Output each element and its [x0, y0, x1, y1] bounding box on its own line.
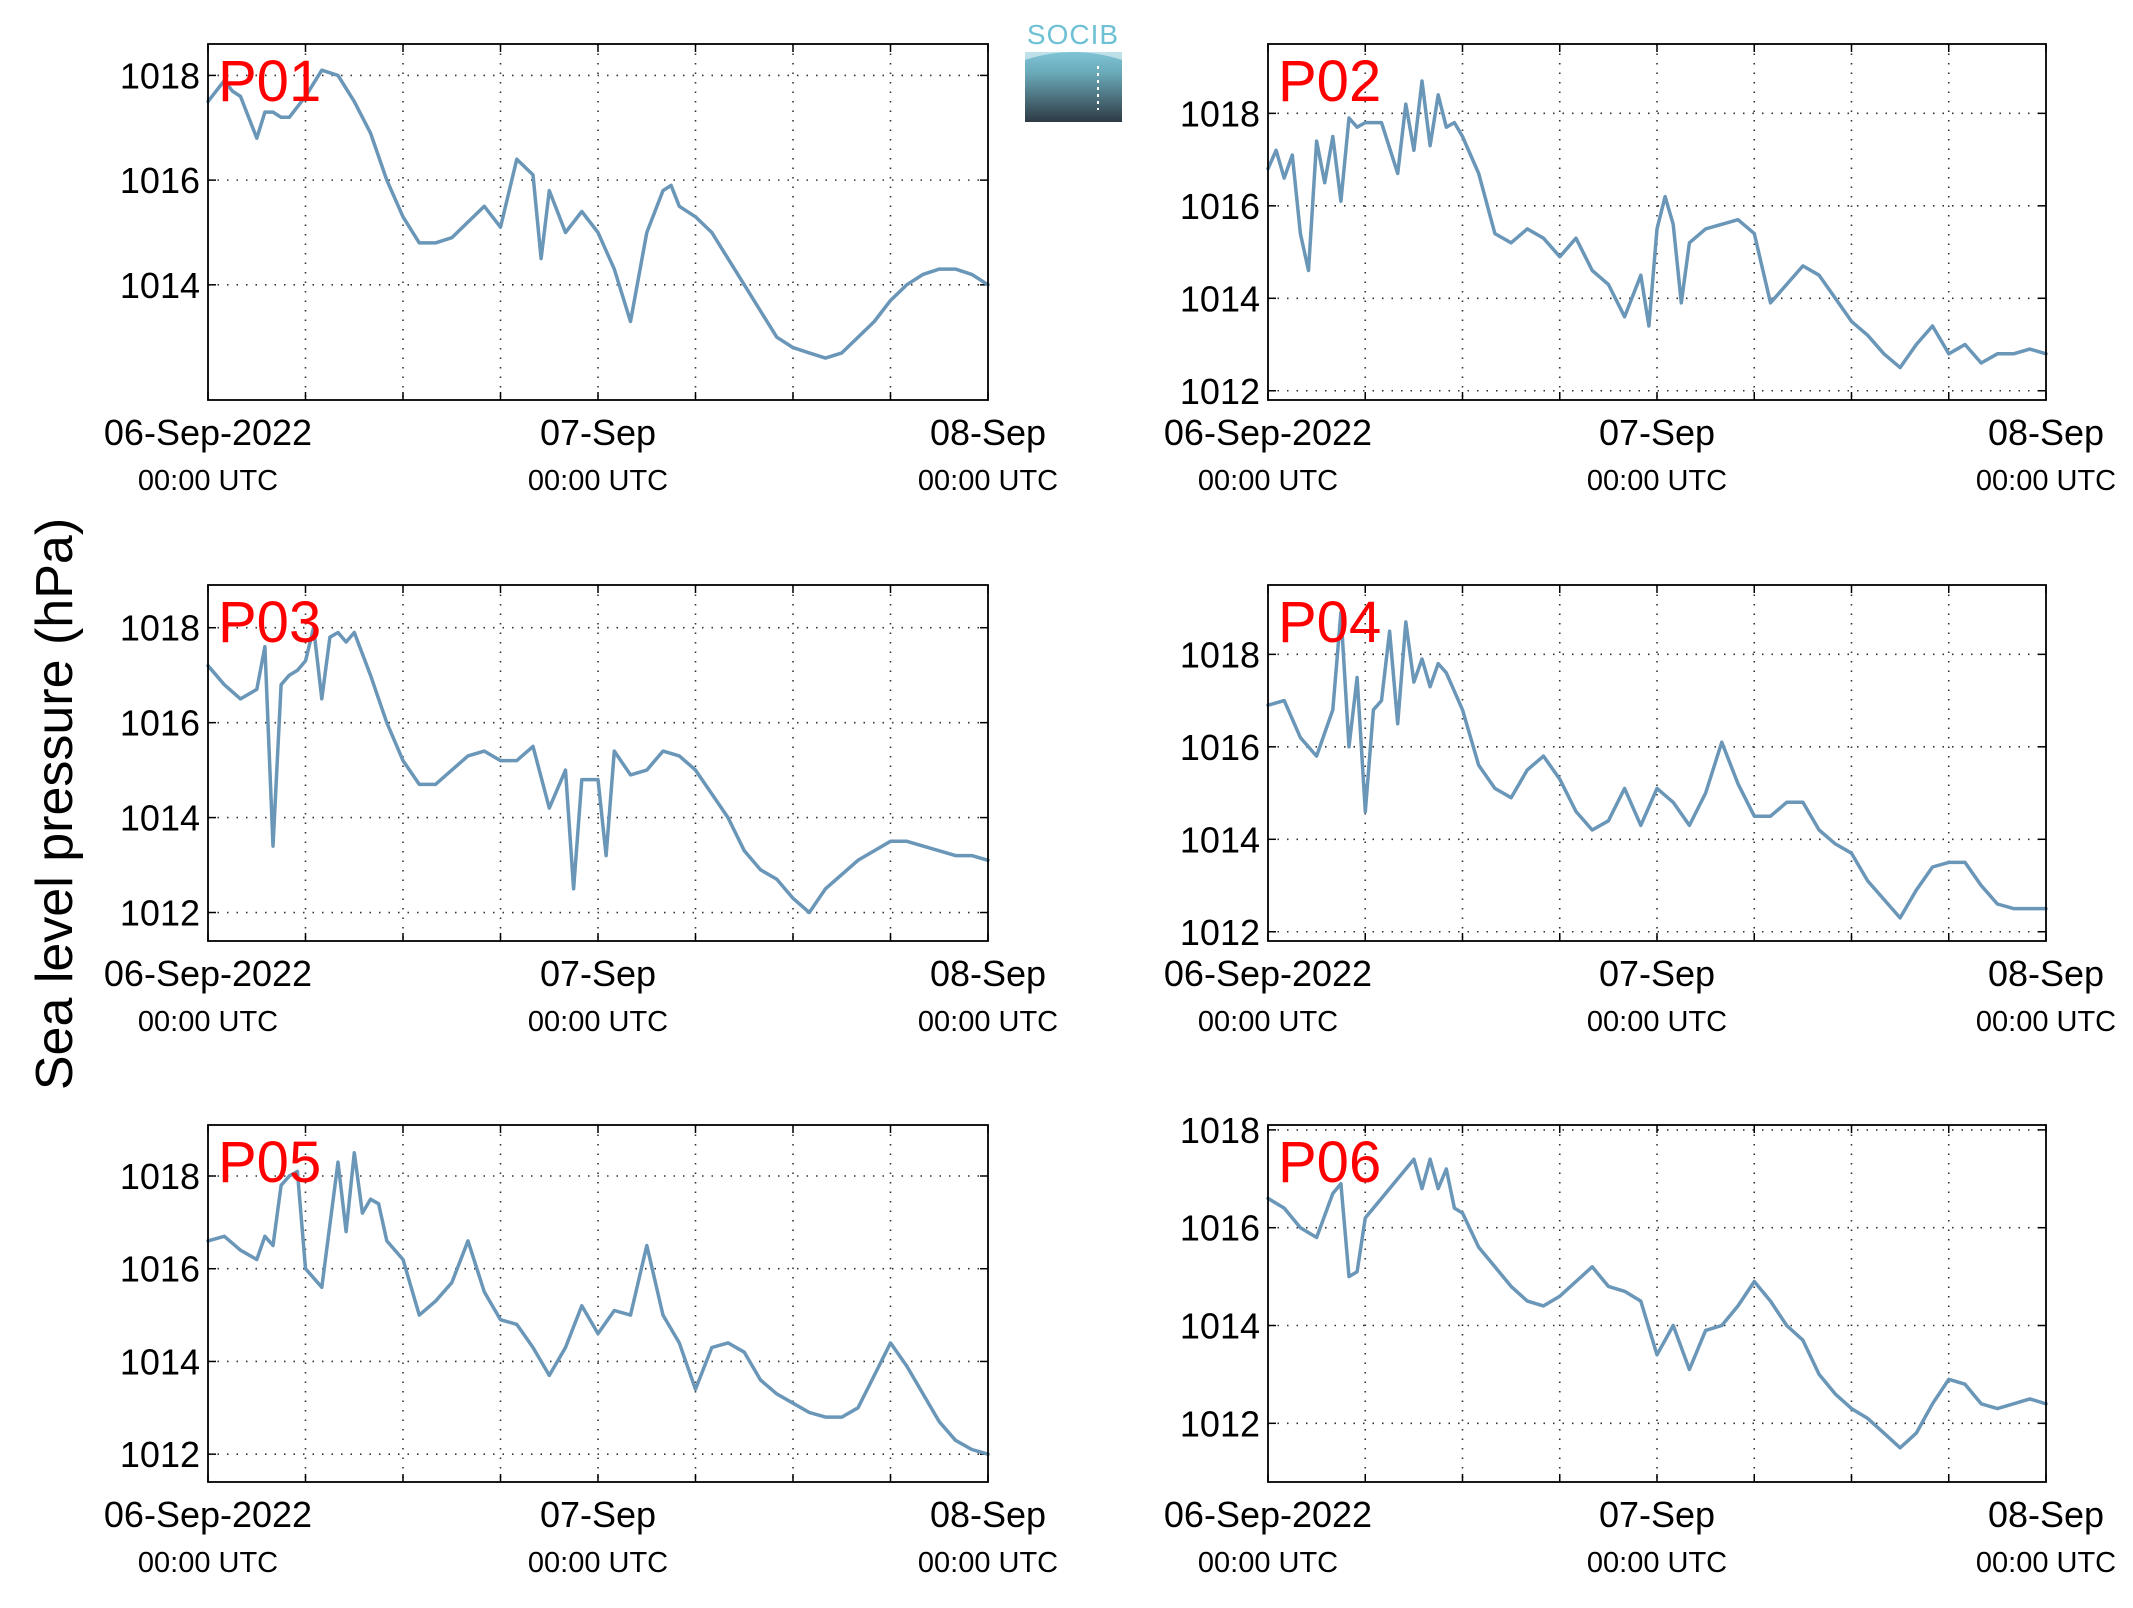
- y-tick-label: 1018: [120, 55, 200, 96]
- x-tick-label: 08-Sep: [930, 1494, 1046, 1535]
- x-tick-sublabel: 00:00 UTC: [918, 465, 1058, 497]
- chart-panel-2: 1012 1014 1016 1018 06-Sep-2022 00:00 UTC 07-S…: [1164, 43, 2116, 497]
- x-tick-label: 08-Sep: [930, 953, 1046, 994]
- x-tick-sublabel: 00:00 UTC: [1587, 1006, 1727, 1038]
- y-tick-label: 1018: [1180, 93, 1260, 134]
- panel-label-p02: P02: [1278, 49, 1381, 114]
- y-tick-label: 1018: [1180, 634, 1260, 675]
- x-tick-label: 08-Sep: [930, 412, 1046, 453]
- x-tick-sublabel: 00:00 UTC: [1198, 465, 1338, 497]
- panel-label-p05: P05: [218, 1130, 321, 1195]
- x-tick-sublabel: 00:00 UTC: [138, 1006, 278, 1038]
- chart-panels: 1014 1016 1018 06-Sep-2022 00:00 UTC 07-Sep 00…: [104, 43, 2116, 1579]
- y-axis-label: Sea level pressure (hPa): [26, 518, 84, 1090]
- panel-label-p06: P06: [1278, 1130, 1381, 1195]
- x-tick-label: 06-Sep-2022: [104, 953, 312, 994]
- x-tick-label: 07-Sep: [1599, 412, 1715, 453]
- y-tick-label: 1018: [120, 608, 200, 649]
- x-tick-sublabel: 00:00 UTC: [1976, 465, 2116, 497]
- y-tick-label: 1012: [1180, 1403, 1260, 1444]
- chart-panel-1: 1014 1016 1018 06-Sep-2022 00:00 UTC 07-Sep 00…: [104, 43, 1058, 497]
- y-tick-label: 1018: [1180, 1110, 1260, 1151]
- y-tick-label: 1014: [120, 1341, 200, 1382]
- y-tick-label: 1016: [120, 1249, 200, 1290]
- axes-box: [207, 1124, 989, 1483]
- y-tick-label: 1012: [120, 1434, 200, 1475]
- x-tick-sublabel: 00:00 UTC: [918, 1547, 1058, 1579]
- y-tick-label: 1016: [120, 703, 200, 744]
- x-tick-sublabel: 00:00 UTC: [1587, 1547, 1727, 1579]
- x-tick-label: 06-Sep-2022: [1164, 1494, 1372, 1535]
- axes-box: [1267, 584, 2047, 942]
- y-tick-label: 1012: [1180, 371, 1260, 412]
- x-tick-label: 06-Sep-2022: [104, 412, 312, 453]
- axes-box: [1267, 43, 2047, 401]
- y-tick-label: 1016: [1180, 186, 1260, 227]
- series-line-p01: [206, 68, 990, 360]
- x-tick-label: 07-Sep: [1599, 1494, 1715, 1535]
- series-line-p04: [1266, 610, 2048, 920]
- y-tick-label: 1016: [1180, 727, 1260, 768]
- axes-box: [207, 43, 989, 401]
- x-tick-sublabel: 00:00 UTC: [1198, 1006, 1338, 1038]
- x-tick-label: 07-Sep: [540, 953, 656, 994]
- y-tick-label: 1014: [1180, 819, 1260, 860]
- chart-panel-5: 1012 1014 1016 1018 06-Sep-2022 00:00 UTC 07-S…: [104, 1124, 1058, 1579]
- x-tick-sublabel: 00:00 UTC: [528, 1547, 668, 1579]
- axes-box: [1267, 1124, 2047, 1483]
- series-line-p06: [1266, 1157, 2048, 1450]
- x-tick-label: 07-Sep: [540, 1494, 656, 1535]
- series-line-p05: [206, 1151, 990, 1456]
- y-tick-label: 1014: [120, 265, 200, 306]
- series-line-p03: [206, 625, 990, 915]
- x-tick-label: 06-Sep-2022: [1164, 953, 1372, 994]
- chart-panel-6: 1012 1014 1016 1018 06-Sep-2022 00:00 UTC 07-S…: [1164, 1110, 2116, 1579]
- y-tick-label: 1016: [1180, 1208, 1260, 1249]
- y-tick-label: 1018: [120, 1156, 200, 1197]
- x-tick-label: 08-Sep: [1988, 1494, 2104, 1535]
- y-tick-label: 1014: [1180, 1306, 1260, 1347]
- logo-text: SOCIB: [1027, 19, 1119, 50]
- panel-label-p03: P03: [218, 590, 321, 655]
- x-tick-sublabel: 00:00 UTC: [138, 1547, 278, 1579]
- y-tick-label: 1014: [1180, 278, 1260, 319]
- chart-panel-4: 1012 1014 1016 1018 06-Sep-2022 00:00 UTC 07-S…: [1164, 584, 2116, 1038]
- x-tick-sublabel: 00:00 UTC: [1587, 465, 1727, 497]
- y-tick-label: 1016: [120, 160, 200, 201]
- x-tick-sublabel: 00:00 UTC: [1198, 1547, 1338, 1579]
- x-tick-sublabel: 00:00 UTC: [1976, 1547, 2116, 1579]
- x-tick-label: 07-Sep: [540, 412, 656, 453]
- x-tick-sublabel: 00:00 UTC: [1976, 1006, 2116, 1038]
- panel-label-p01: P01: [218, 49, 321, 114]
- y-tick-label: 1012: [120, 893, 200, 934]
- x-tick-label: 08-Sep: [1988, 412, 2104, 453]
- axes-box: [207, 584, 989, 942]
- x-tick-sublabel: 00:00 UTC: [528, 465, 668, 497]
- y-tick-label: 1012: [1180, 912, 1260, 953]
- x-tick-sublabel: 00:00 UTC: [528, 1006, 668, 1038]
- x-tick-label: 08-Sep: [1988, 953, 2104, 994]
- chart-panel-3: 1012 1014 1016 1018 06-Sep-2022 00:00 UTC 07-S…: [104, 584, 1058, 1038]
- x-tick-label: 06-Sep-2022: [104, 1494, 312, 1535]
- x-tick-sublabel: 00:00 UTC: [918, 1006, 1058, 1038]
- panel-label-p04: P04: [1278, 590, 1381, 655]
- x-tick-sublabel: 00:00 UTC: [138, 465, 278, 497]
- x-tick-label: 06-Sep-2022: [1164, 412, 1372, 453]
- y-tick-label: 1014: [120, 798, 200, 839]
- socib-logo: SOCIB: [1025, 19, 1122, 122]
- x-tick-label: 07-Sep: [1599, 953, 1715, 994]
- series-line-p02: [1266, 79, 2048, 370]
